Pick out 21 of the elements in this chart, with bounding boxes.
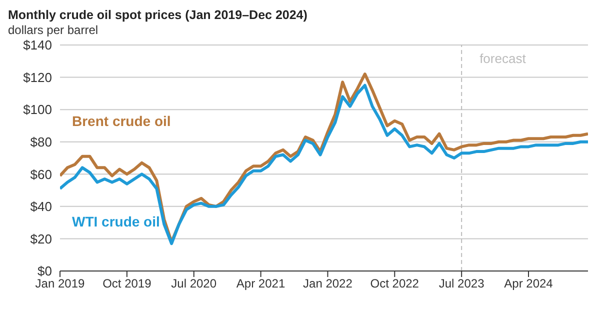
x-tick-label: Jan 2019: [35, 276, 86, 291]
x-tick-label: Jul 2020: [171, 276, 217, 291]
x-tick-label: Apr 2021: [236, 276, 286, 291]
y-tick-label: $0: [38, 264, 52, 279]
y-axis-title: dollars per barrel: [8, 23, 100, 37]
x-tick-label: Jul 2023: [438, 276, 485, 291]
chart-title: Monthly crude oil spot prices (Jan 2019–Dec 2024): [8, 8, 308, 22]
y-tick-label: $120: [23, 70, 52, 85]
x-tick-label: Oct 2019: [102, 276, 152, 291]
x-tick-label: Jan 2022: [303, 276, 353, 291]
y-tick-label: $60: [30, 166, 52, 182]
x-tick-label: Oct 2022: [370, 276, 420, 291]
text: Brent crude oil: [72, 112, 171, 129]
y-tick-label: $100: [23, 102, 52, 118]
series-label: WTI crude oil: [72, 214, 160, 230]
y-tick-label: $140: [23, 38, 52, 53]
y-tick-label: $40: [30, 199, 52, 214]
y-tick-label: $80: [30, 134, 52, 150]
x-tick-label: Apr 2024: [504, 276, 554, 291]
ref-line-label: forecast: [480, 51, 526, 66]
y-tick-label: $20: [30, 231, 52, 246]
